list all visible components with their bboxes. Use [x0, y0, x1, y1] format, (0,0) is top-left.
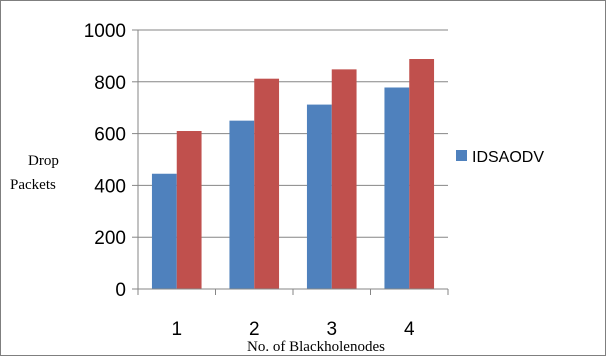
- y-tick-labels: 0 200 400 600 800 1000: [84, 21, 126, 301]
- y-tick-label-600: 600: [94, 125, 126, 146]
- axes: [132, 29, 449, 295]
- x-tick-label-3: 3: [326, 319, 337, 340]
- y-tick-label-400: 400: [94, 176, 126, 197]
- bar-series2-cat-4: [409, 59, 435, 290]
- y-axis-label-line-2: Packets: [10, 177, 56, 193]
- bar-series2-cat-2: [254, 78, 280, 289]
- y-tick-label-1000: 1000: [84, 21, 126, 42]
- x-tick-label-2: 2: [249, 319, 260, 340]
- y-tick-label-200: 200: [94, 228, 126, 249]
- bar-series1-cat-3: [306, 104, 332, 289]
- legend-label-idsaodv: IDSAODV: [472, 149, 544, 166]
- bar-series1-cat-1: [151, 173, 177, 289]
- x-tick-label-1: 1: [171, 319, 182, 340]
- y-axis-label-line-1: Drop: [28, 153, 59, 169]
- bar-series2-cat-3: [331, 69, 357, 289]
- legend-swatch-idsaodv: [456, 150, 467, 161]
- bar-series1-cat-4: [384, 87, 410, 289]
- y-tick-label-0: 0: [115, 280, 126, 301]
- x-axis-label: No. of Blackholenodes: [247, 339, 385, 355]
- legend: IDSAODV: [456, 149, 544, 166]
- x-tick-labels: 1 2 3 4: [171, 319, 415, 340]
- y-tick-label-800: 800: [94, 73, 126, 94]
- bar-series2-cat-1: [176, 131, 202, 289]
- bar-series1-cat-2: [229, 120, 255, 290]
- x-tick-label-4: 4: [404, 319, 415, 340]
- bars: [151, 59, 435, 290]
